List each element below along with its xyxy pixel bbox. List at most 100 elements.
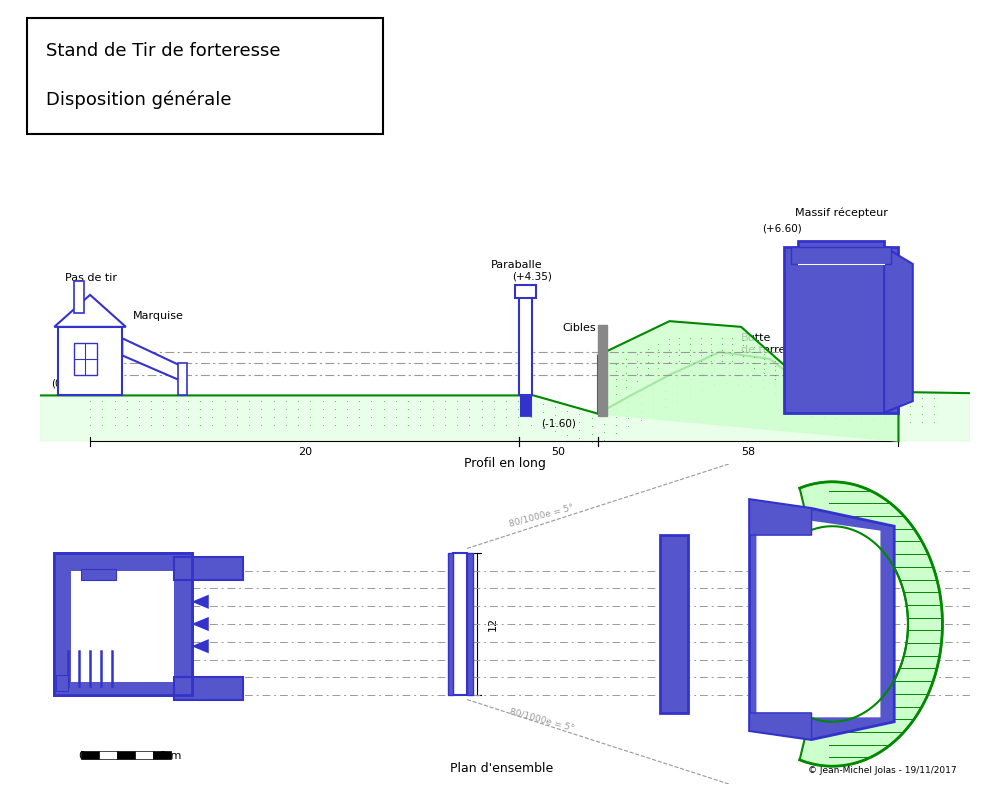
Point	[119, 402, 135, 415]
Point	[756, 347, 772, 360]
Point	[853, 405, 869, 418]
Point	[180, 394, 196, 407]
Point	[657, 401, 673, 414]
Point	[596, 426, 612, 438]
Point	[718, 360, 734, 373]
Polygon shape	[40, 352, 970, 441]
Point	[523, 410, 539, 423]
Point	[363, 402, 379, 415]
Point	[883, 398, 899, 411]
Bar	[515, 285, 536, 298]
Point	[830, 391, 846, 404]
Point	[661, 338, 677, 351]
Point	[873, 397, 889, 410]
Point	[143, 418, 159, 431]
Point	[873, 396, 889, 409]
Point	[767, 362, 783, 375]
Point	[461, 418, 477, 431]
Point	[461, 394, 477, 407]
Point	[412, 410, 428, 423]
Point	[437, 410, 453, 423]
Point	[94, 418, 110, 431]
Point	[890, 399, 906, 412]
Point	[853, 389, 869, 402]
Point	[755, 382, 771, 394]
Point	[412, 394, 428, 407]
Point	[669, 370, 685, 383]
Point	[877, 398, 893, 411]
Text: Disposition générale: Disposition générale	[46, 90, 231, 109]
Point	[253, 418, 269, 431]
Point	[703, 349, 719, 362]
Point	[571, 424, 587, 437]
Point	[682, 381, 698, 394]
Point	[131, 394, 147, 407]
Point	[756, 367, 772, 380]
Point	[820, 389, 836, 402]
Point	[596, 410, 612, 422]
Point	[865, 398, 881, 410]
Point	[902, 399, 918, 412]
Point	[890, 391, 906, 404]
Point	[629, 347, 645, 360]
Point	[633, 390, 649, 402]
Point	[608, 358, 624, 370]
Point	[608, 365, 624, 378]
Point	[671, 354, 687, 367]
Point	[756, 352, 772, 365]
Point	[703, 343, 719, 356]
Point	[486, 402, 502, 415]
Point	[792, 381, 808, 394]
Point	[804, 394, 820, 406]
Point	[608, 411, 624, 424]
Point	[902, 415, 918, 428]
Point	[706, 354, 722, 366]
Point	[788, 373, 804, 386]
Point	[650, 355, 666, 368]
Point	[597, 394, 613, 406]
Point	[241, 402, 257, 415]
Text: 14: 14	[916, 619, 930, 629]
Point	[862, 396, 878, 409]
Text: 80/1000e = 5°: 80/1000e = 5°	[508, 706, 575, 733]
Point	[315, 410, 331, 423]
Point	[597, 370, 613, 383]
Point	[661, 332, 677, 345]
Point	[229, 402, 245, 415]
Point	[693, 338, 709, 350]
Point	[640, 368, 656, 381]
Point	[559, 428, 575, 441]
Point	[862, 395, 878, 408]
Point	[510, 410, 526, 423]
Point	[119, 418, 135, 431]
Point	[363, 410, 379, 423]
Point	[755, 358, 771, 370]
Point	[315, 418, 331, 431]
Point	[862, 393, 878, 406]
Point	[155, 418, 171, 431]
Point	[788, 369, 804, 382]
Point	[510, 394, 526, 407]
Point	[828, 387, 844, 400]
Point	[449, 418, 465, 431]
Point	[119, 394, 135, 407]
Point	[302, 418, 318, 431]
Bar	[58, 327, 122, 395]
Point	[841, 388, 857, 401]
Point	[841, 394, 857, 407]
Polygon shape	[750, 713, 812, 739]
Point	[461, 410, 477, 423]
Point	[877, 390, 893, 403]
Point	[830, 389, 846, 402]
Point	[865, 390, 881, 402]
Point	[703, 338, 719, 350]
Point	[229, 418, 245, 431]
Point	[620, 396, 636, 409]
Point	[449, 410, 465, 423]
Point	[241, 418, 257, 431]
Point	[629, 361, 645, 374]
Bar	[54, 553, 192, 695]
Point	[192, 402, 208, 415]
Point	[779, 396, 795, 409]
Point	[724, 343, 740, 356]
